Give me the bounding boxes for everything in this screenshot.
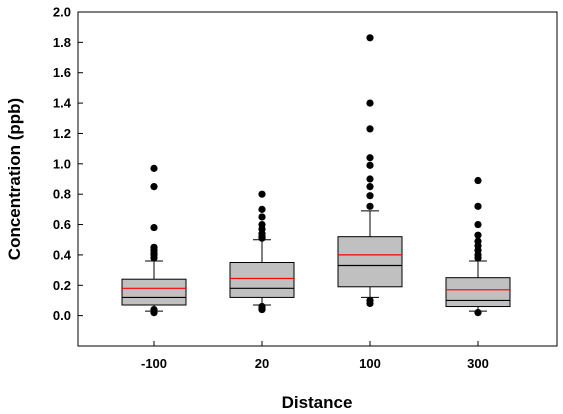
box-group-300: [445, 176, 511, 317]
x-axis-title: Distance: [282, 393, 353, 412]
outlier-point: [366, 161, 374, 169]
outlier-point: [474, 231, 482, 239]
box-iqr: [445, 277, 511, 308]
outlier-point: [474, 309, 482, 317]
y-tick-label: 1.6: [53, 65, 71, 80]
outlier-point: [366, 154, 374, 162]
outlier-point: [258, 302, 266, 311]
outlier-point: [366, 175, 374, 183]
outlier-point: [366, 202, 374, 210]
y-tick-label: 0.4: [53, 247, 72, 262]
outlier-point: [366, 296, 374, 305]
box-series: [121, 34, 511, 317]
x-tick-label: 100: [359, 356, 381, 371]
y-tick-label: 0.2: [53, 278, 71, 293]
outlier-point: [366, 99, 374, 107]
y-tick-label: 1.0: [53, 156, 71, 171]
y-axis: 0.0 0.2 0.4 0.6 0.8 1.0 1.2 1.4 1.6 1.8 2.0: [53, 5, 83, 323]
box-iqr: [121, 278, 187, 306]
y-axis-title: Concentration (ppb): [5, 98, 24, 260]
y-tick-label: 1.8: [53, 35, 71, 50]
plot-frame: [77, 11, 558, 347]
box-iqr: [229, 262, 295, 298]
outlier-point: [366, 125, 374, 133]
outlier-point: [150, 164, 158, 172]
outlier-point: [150, 243, 158, 251]
y-tick-label: 2.0: [53, 5, 71, 20]
y-tick-label: 0.8: [53, 187, 71, 202]
outlier-point: [474, 237, 482, 245]
outlier-point: [258, 213, 266, 221]
y-tick-label: 0.6: [53, 217, 71, 232]
outlier-point: [258, 220, 266, 229]
x-tick-label: 20: [255, 356, 269, 371]
outlier-point: [474, 176, 482, 185]
box-group-20: [229, 190, 295, 314]
x-tick-label: -100: [141, 356, 167, 371]
box-group--100: [121, 164, 187, 317]
box-iqr: [337, 236, 403, 288]
y-tick-label: 1.2: [53, 126, 71, 141]
x-axis: -100 20 100 300: [141, 341, 489, 371]
outlier-point: [150, 223, 158, 232]
box-group-100: [337, 34, 403, 308]
outlier-point: [474, 202, 482, 210]
x-tick-label: 300: [467, 356, 489, 371]
outlier-point: [258, 190, 266, 198]
outlier-point: [150, 182, 158, 191]
outlier-point: [366, 192, 374, 200]
outlier-point: [366, 34, 374, 42]
outlier-point: [258, 205, 266, 213]
y-tick-label: 1.4: [53, 96, 72, 111]
y-tick-label: 0.0: [53, 308, 71, 323]
outlier-point: [150, 305, 158, 314]
outlier-point: [474, 220, 482, 229]
outlier-point: [366, 182, 374, 191]
